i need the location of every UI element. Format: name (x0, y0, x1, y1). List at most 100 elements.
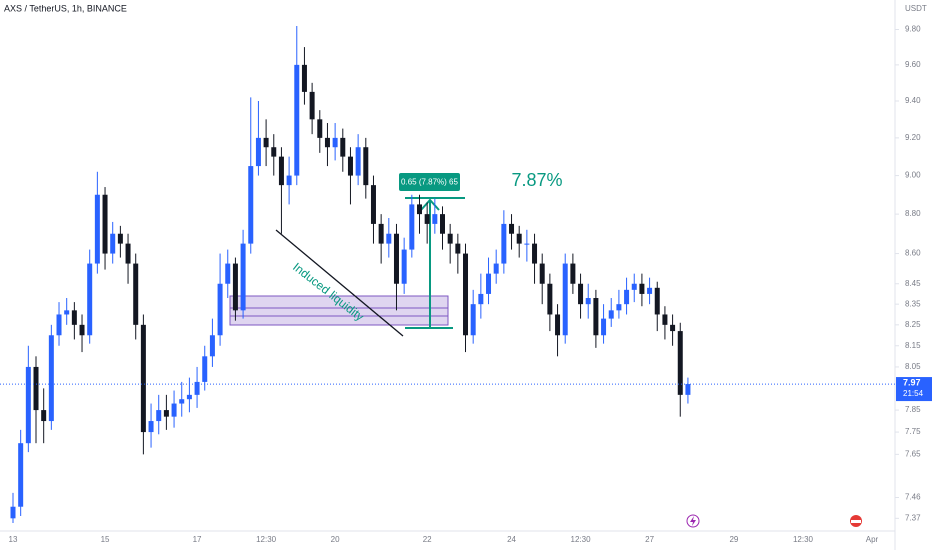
candle-body (355, 147, 361, 176)
candle-body (578, 283, 584, 305)
candle-body (225, 263, 231, 284)
x-tick-label: 27 (645, 535, 654, 544)
candle-body (532, 243, 538, 264)
liquidity-zone (229, 295, 449, 326)
candle-body (301, 64, 307, 92)
measure-tag-box (399, 173, 460, 191)
x-tick-label: 20 (331, 535, 340, 544)
candle-body (332, 137, 338, 148)
candle-body (110, 233, 116, 254)
candle-body (616, 304, 622, 311)
y-tick-label: 8.60 (905, 249, 921, 258)
measure-percent: 7.87% (511, 170, 562, 190)
candle-body (179, 399, 185, 404)
candle-body (286, 175, 292, 186)
y-tick-label: 8.80 (905, 209, 921, 218)
candle-body (516, 233, 522, 244)
candle-body (547, 283, 553, 315)
candle-body (255, 137, 261, 167)
x-tick-label: 12:30 (571, 535, 592, 544)
candle-body (186, 394, 192, 400)
candle-body (347, 156, 353, 176)
candle-body (10, 506, 16, 519)
x-tick-label: 17 (193, 535, 202, 544)
x-tick-label: Apr (866, 535, 879, 544)
candle-body (340, 137, 346, 157)
candle-body (486, 273, 492, 294)
candle-body (102, 194, 108, 254)
candle-body (194, 381, 200, 395)
last-price-countdown: 21:54 (903, 389, 924, 398)
candle-body (463, 253, 469, 336)
y-tick-label: 7.46 (905, 493, 921, 502)
candle-body (232, 263, 238, 311)
y-tick-label: 9.60 (905, 60, 921, 69)
candle-body (647, 287, 653, 294)
candle-body (64, 310, 70, 315)
candle-body (94, 194, 100, 264)
candle-body (294, 64, 300, 176)
candle-body (585, 298, 591, 305)
last-price-box (896, 377, 932, 402)
candle-body (324, 137, 330, 148)
candle-body (240, 243, 246, 311)
candle-body (654, 287, 660, 315)
candle-body (662, 314, 668, 325)
candle-body (217, 283, 223, 336)
candle-body (278, 156, 284, 186)
y-tick-label: 8.15 (905, 341, 921, 350)
candle-body (41, 410, 47, 422)
candle-body (624, 289, 630, 305)
candle-body (133, 263, 139, 325)
y-tick-label: 8.45 (905, 279, 921, 288)
y-tick-label: 9.40 (905, 96, 921, 105)
candle-body (601, 318, 607, 336)
x-tick-label: 12:30 (256, 535, 277, 544)
y-tick-label: 9.80 (905, 25, 921, 34)
measure-tag: 0.65 (7.87%) 65 (401, 178, 458, 187)
candle-body (33, 366, 39, 411)
candle-body (48, 335, 54, 422)
candle-body (393, 233, 399, 284)
candle-body (416, 204, 422, 215)
y-tick-label: 7.65 (905, 449, 921, 458)
candle-body (25, 366, 31, 444)
candle-body (478, 293, 484, 305)
y-tick-label: 8.25 (905, 320, 921, 329)
candle-body (248, 166, 254, 244)
candle-body (685, 384, 691, 395)
candle-body (378, 223, 384, 244)
candle-body (386, 233, 392, 244)
candle-body (117, 233, 123, 244)
event-icons (686, 514, 862, 528)
candle-body (71, 310, 77, 325)
event-icon-glyph (690, 516, 696, 526)
candle-body (608, 310, 614, 319)
candle-body (470, 304, 476, 336)
y-tick-label: 8.05 (905, 362, 921, 371)
candle-body (317, 119, 323, 138)
x-tick-label: 13 (9, 535, 18, 544)
x-tick-label: 24 (507, 535, 516, 544)
y-tick-label: 9.20 (905, 133, 921, 142)
y-tick-label: 7.85 (905, 405, 921, 414)
trend-line (275, 229, 404, 337)
candle-body (555, 314, 561, 336)
candle-body (631, 283, 637, 290)
candle-body (670, 324, 676, 332)
event-icon-glyph (851, 520, 861, 523)
candle-body (171, 403, 177, 417)
candle-body (140, 324, 146, 433)
candle-body (440, 214, 445, 234)
candle-body (156, 410, 162, 422)
drawings (229, 173, 465, 337)
y-tick-label: 9.00 (905, 171, 921, 180)
price-unit: USDT (905, 4, 927, 13)
candle-body (570, 263, 576, 284)
candle-body (539, 263, 545, 284)
candle-body (148, 421, 154, 433)
candle-body (370, 185, 376, 224)
candle-body (209, 335, 215, 357)
x-tick-label: 15 (101, 535, 110, 544)
